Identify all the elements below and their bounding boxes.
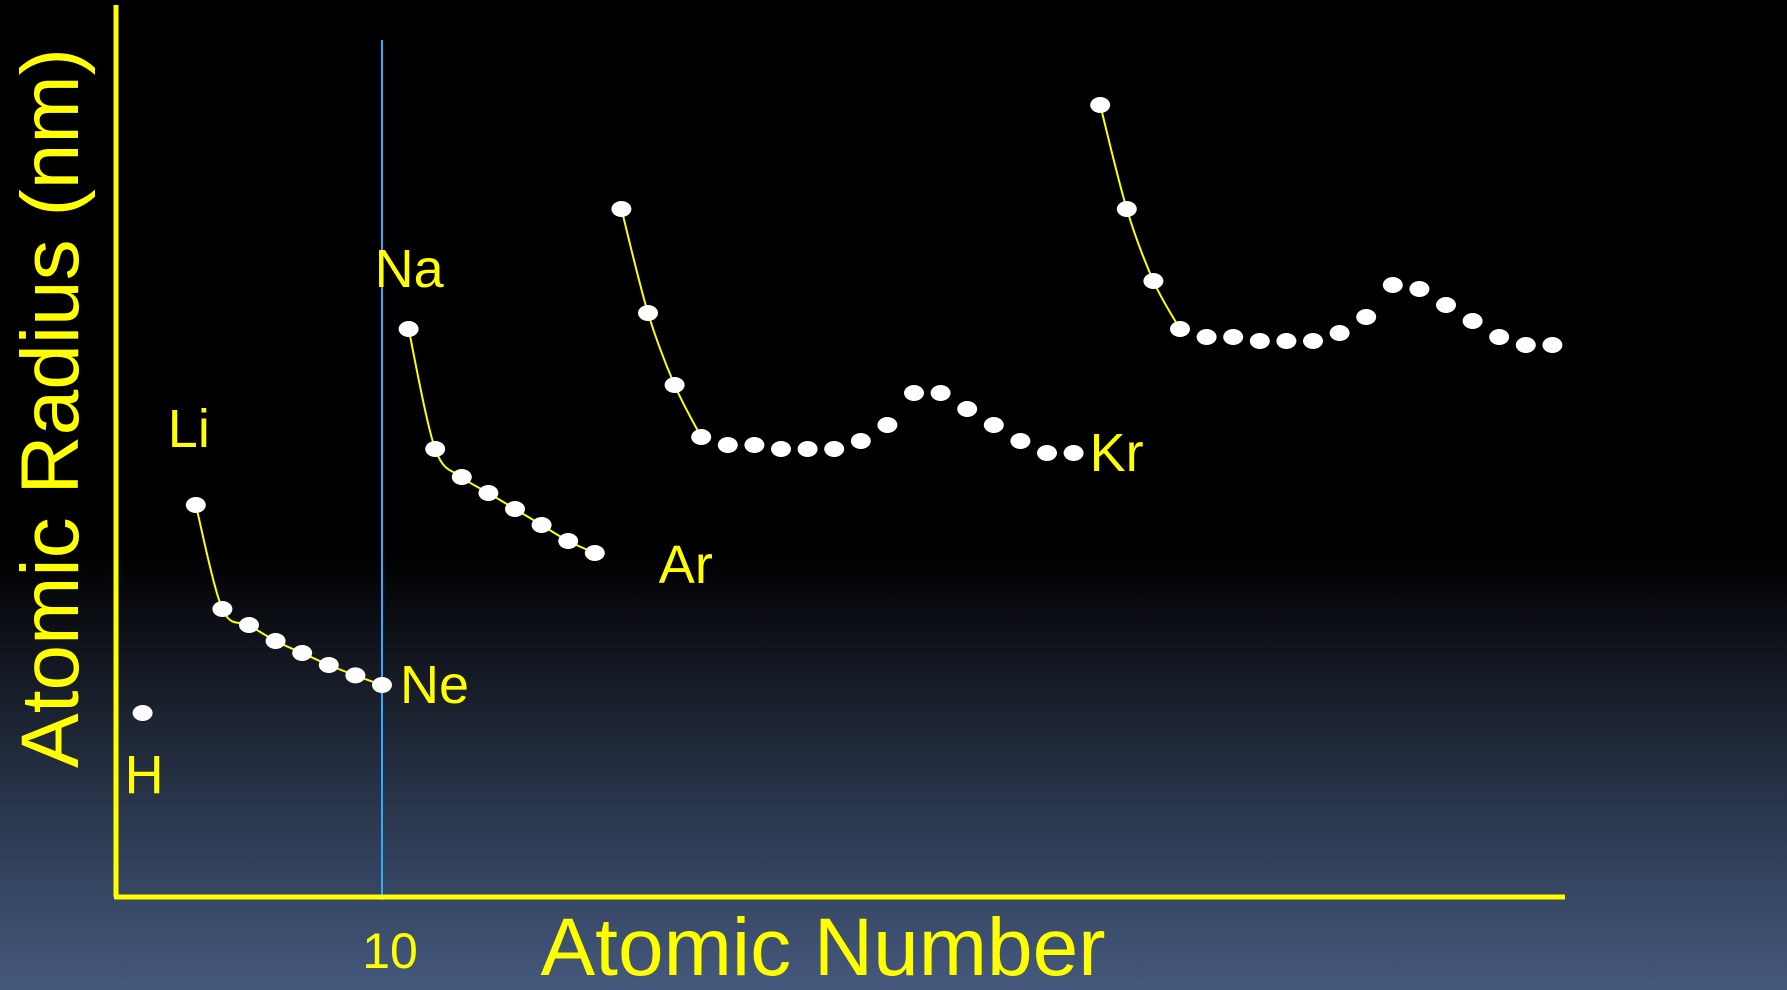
data-point-z52 <box>1489 329 1510 345</box>
trend-curve-2 <box>407 328 596 554</box>
data-point-z48 <box>1382 277 1403 293</box>
y-axis-label: Atomic Radius (nm) <box>5 48 96 768</box>
data-point-z18 <box>584 545 605 561</box>
data-point-z38 <box>1116 201 1137 217</box>
x-tick-label-10: 10 <box>362 923 418 979</box>
data-points <box>132 97 1563 721</box>
data-point-z41 <box>1196 329 1217 345</box>
trend-curve-1 <box>194 504 383 686</box>
data-point-z45 <box>1303 333 1323 349</box>
data-point-z20 <box>638 305 658 321</box>
data-point-z9 <box>345 667 366 684</box>
data-point-z35 <box>1037 445 1057 461</box>
data-point-z28 <box>850 433 871 449</box>
data-point-z34 <box>1010 433 1031 449</box>
data-point-z42 <box>1223 329 1244 345</box>
data-point-z22 <box>691 429 712 445</box>
data-point-z26 <box>797 441 818 457</box>
data-point-z7 <box>292 645 313 661</box>
data-point-z21 <box>664 377 685 393</box>
data-point-z53 <box>1515 337 1536 353</box>
annotation-ar: Ar <box>659 535 713 595</box>
element-annotations: H Li Ne Na Ar Kr <box>125 239 1144 805</box>
data-point-z12 <box>425 441 446 457</box>
data-point-z24 <box>744 437 765 453</box>
data-point-z47 <box>1356 309 1377 325</box>
data-point-z8 <box>318 657 339 673</box>
data-point-z31 <box>930 385 951 401</box>
trend-curves <box>194 104 1181 686</box>
data-point-z49 <box>1409 281 1430 297</box>
data-point-z5 <box>239 617 259 633</box>
data-point-z4 <box>212 601 233 617</box>
x-axis-label: Atomic Number <box>540 902 1105 990</box>
data-point-z44 <box>1276 333 1297 349</box>
data-point-z40 <box>1170 321 1190 337</box>
data-point-z46 <box>1329 325 1350 341</box>
data-point-z30 <box>904 385 924 401</box>
annotation-li: Li <box>168 399 210 459</box>
data-point-z16 <box>531 517 552 533</box>
data-point-z27 <box>824 441 845 457</box>
data-point-z15 <box>505 501 525 517</box>
annotation-ne: Ne <box>400 655 469 715</box>
data-point-z1 <box>132 705 153 721</box>
data-point-z19 <box>611 201 632 217</box>
data-point-z51 <box>1462 313 1483 329</box>
data-point-z11 <box>398 321 419 337</box>
trend-curve-3 <box>620 208 703 438</box>
data-point-z50 <box>1436 297 1456 313</box>
annotation-na: Na <box>375 239 445 299</box>
data-point-z13 <box>451 469 472 485</box>
data-point-z43 <box>1249 333 1270 349</box>
data-point-z37 <box>1090 97 1111 113</box>
data-point-z14 <box>478 485 499 501</box>
data-point-z54 <box>1542 337 1563 353</box>
data-point-z17 <box>558 533 579 549</box>
data-point-z32 <box>957 401 978 417</box>
data-point-z29 <box>877 417 898 433</box>
annotation-h: H <box>125 745 164 805</box>
annotation-kr: Kr <box>1090 423 1144 483</box>
data-point-z3 <box>185 497 206 513</box>
data-point-z10 <box>372 677 392 693</box>
data-point-z39 <box>1143 273 1164 289</box>
data-point-z25 <box>771 441 791 457</box>
trend-curve-4 <box>1099 104 1181 330</box>
data-point-z33 <box>983 417 1004 433</box>
data-point-z36 <box>1063 445 1084 461</box>
data-point-z23 <box>717 437 738 453</box>
data-point-z6 <box>265 633 286 649</box>
